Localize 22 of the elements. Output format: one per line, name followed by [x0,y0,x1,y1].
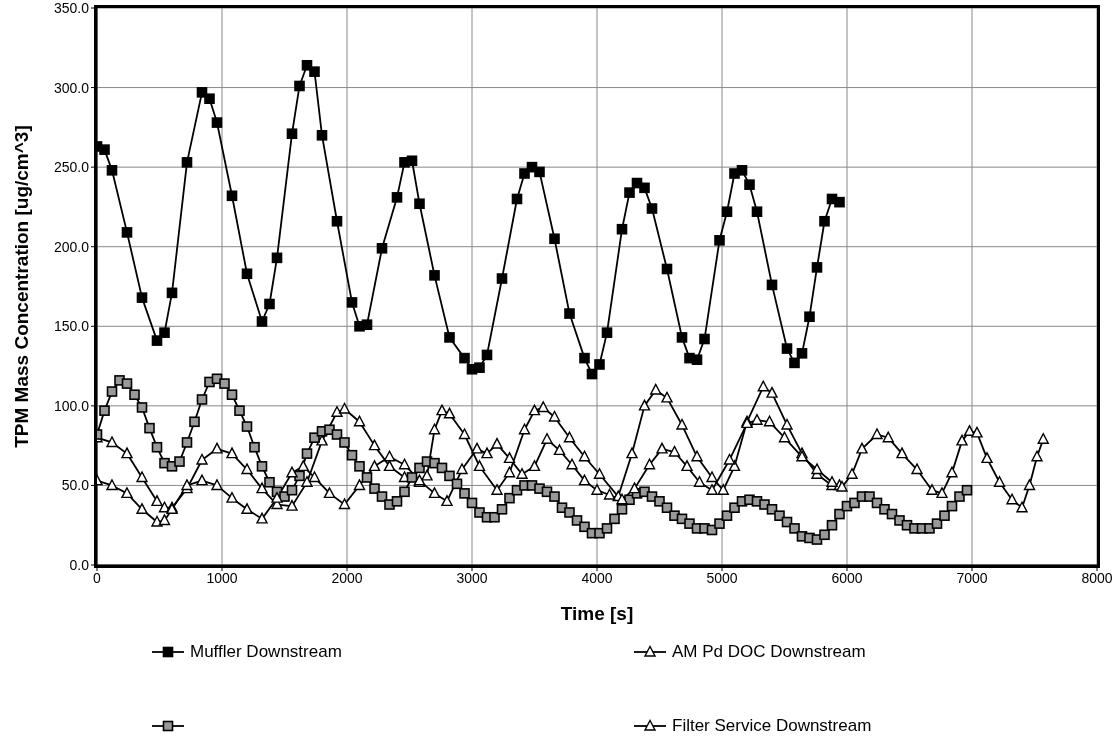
legend-label: Filter Service Downstream [672,716,872,736]
y-tick-label: 200.0 [53,238,90,255]
x-tick-label: 7000 [956,569,988,586]
x-tick-label: 1000 [206,569,238,586]
x-tick-label: 2000 [331,569,363,586]
y-tick-label: 0.0 [69,556,90,573]
y-tick-label: 50.0 [61,477,90,494]
y-tick-label: 100.0 [53,397,90,414]
x-tick-label: 5000 [706,569,738,586]
x-tick-label: 4000 [581,569,613,586]
legend-label: Muffler Downstream [190,642,342,662]
x-tick-label: 3000 [456,569,488,586]
y-tick-label: 300.0 [53,79,90,96]
legend-label: AM Pd DOC Downstream [672,642,866,662]
y-tick-label: 150.0 [53,318,90,335]
x-tick-label: 6000 [831,569,863,586]
x-tick-label: 0 [93,569,102,586]
y-tick-label: 350.0 [53,0,90,16]
x-axis-title: Time [s] [560,603,634,624]
y-axis-title: TPM Mass Concentration [ug/cm^3] [10,125,32,448]
y-tick-label: 250.0 [53,159,90,176]
x-tick-label: 8000 [1081,569,1113,586]
